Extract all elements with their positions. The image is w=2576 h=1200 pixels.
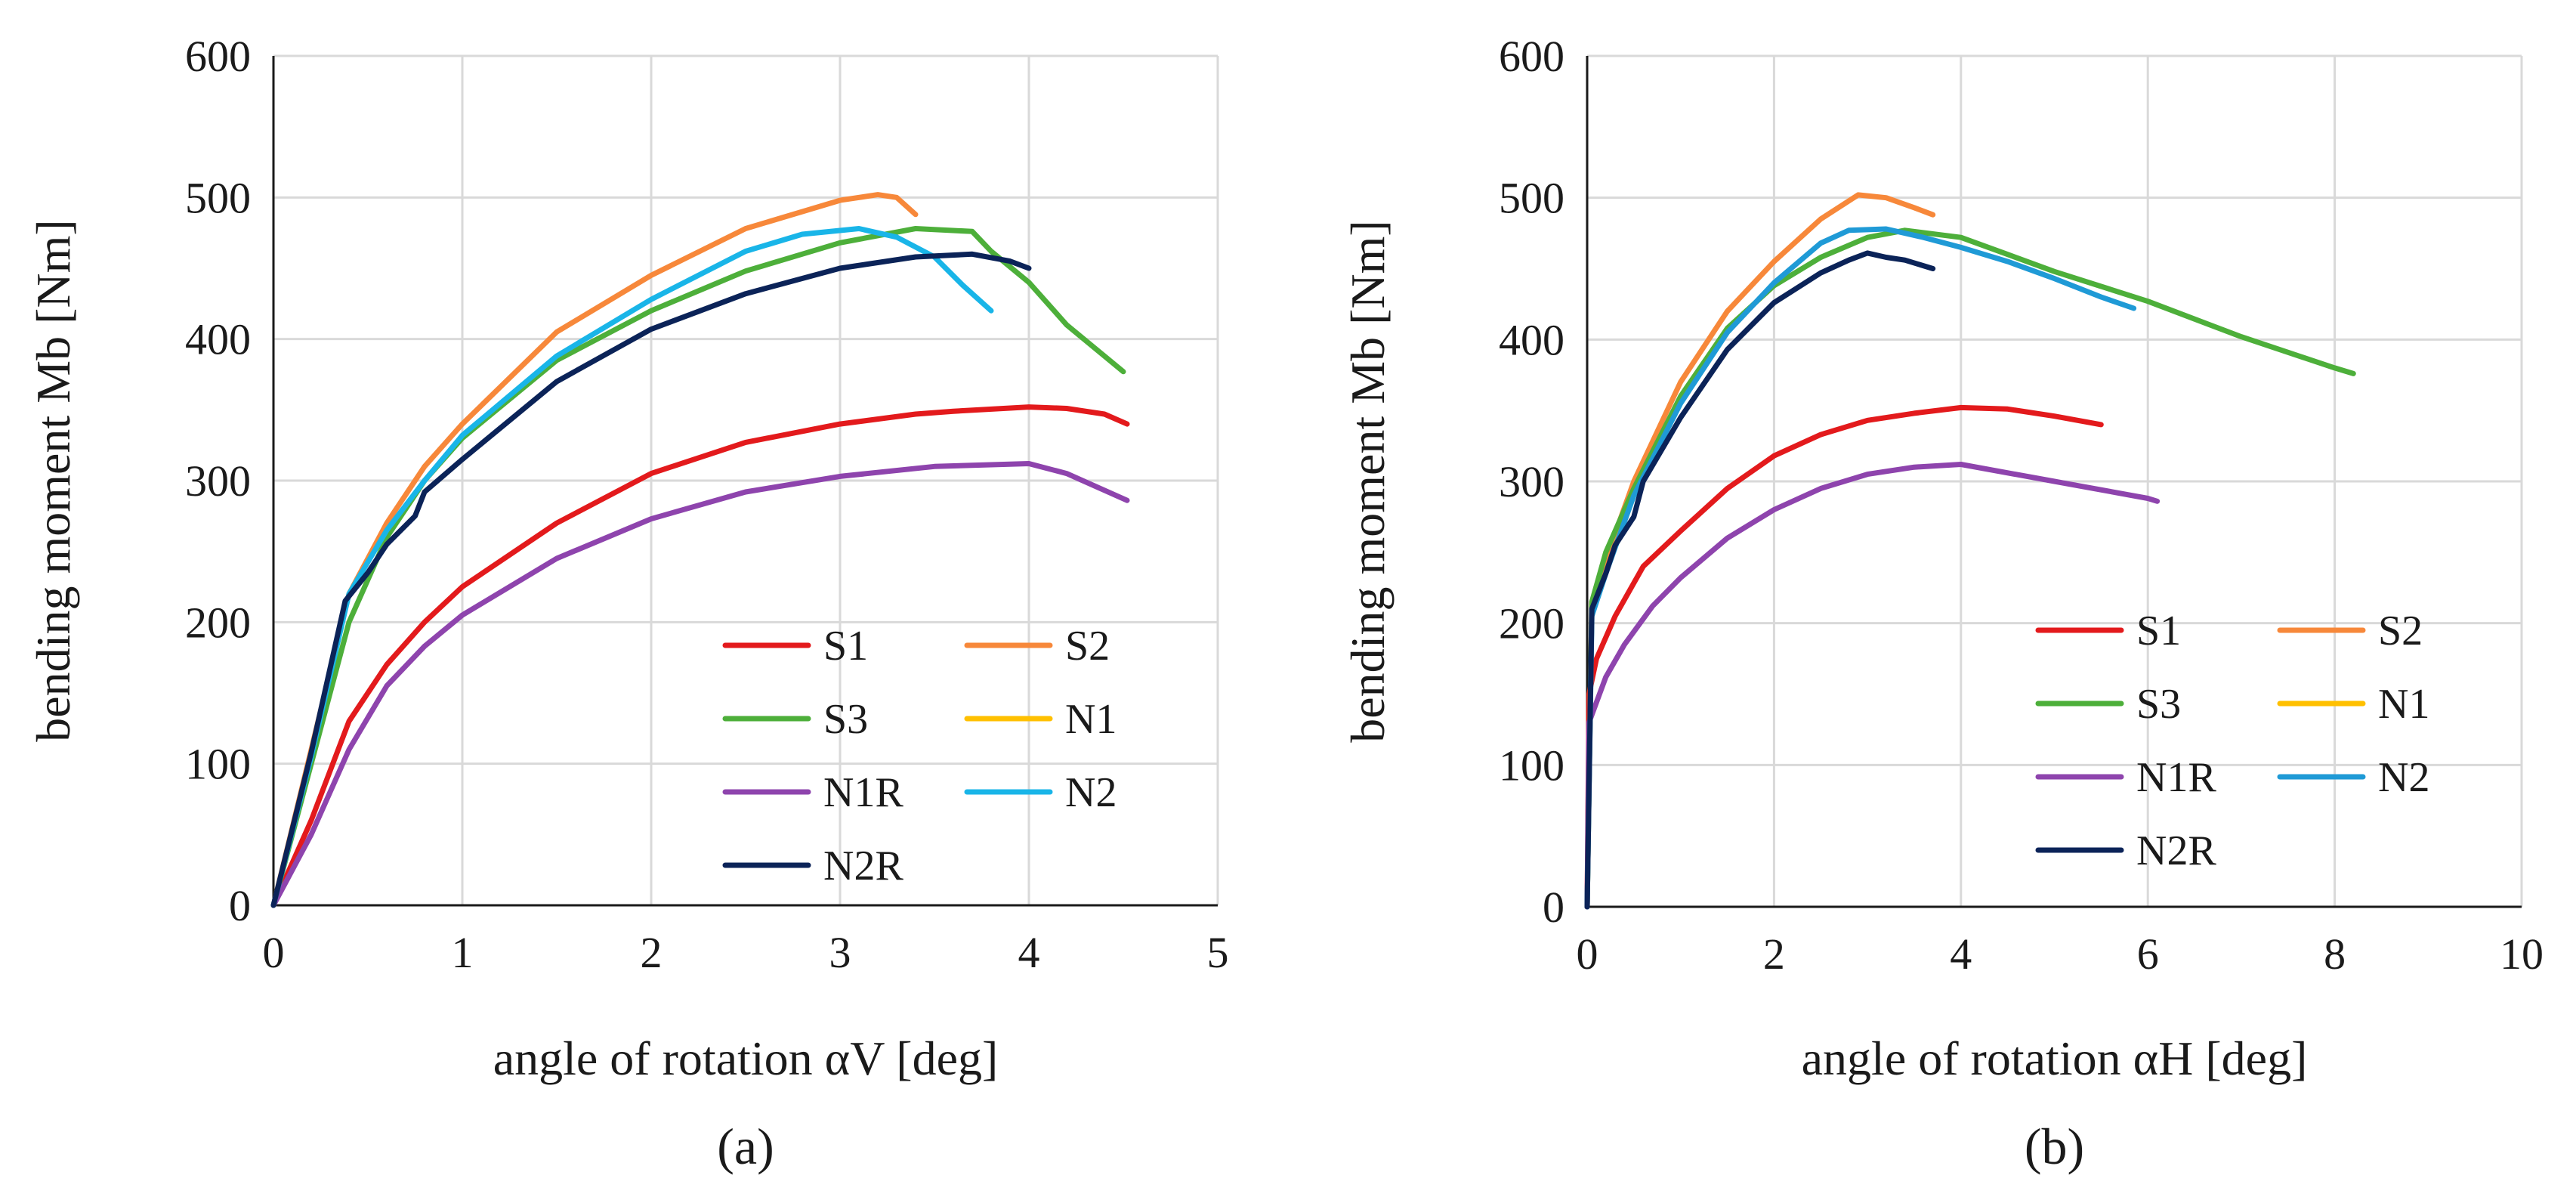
y-axis-title: bending moment Mb [Nm] [26,219,80,741]
legend-item-n2r: N2R [2035,827,2216,874]
legend: S1 S2 S3 N1 N1R N2 N2R [2035,608,2429,874]
x-tick-label: 4 [1018,928,1040,977]
series-line-n1r [270,461,1130,908]
series-line-s2 [270,192,919,908]
x-tick-label: 2 [641,928,663,977]
series-line-n2 [1584,226,2137,910]
y-axis-title: bending moment Mb [Nm] [1341,220,1395,742]
y-tick-label: 300 [185,456,251,506]
legend: S1 S2 S3 N1 N1R N2 N2R [722,623,1117,889]
x-tick-label: 0 [263,928,285,977]
y-tick-label: 200 [185,598,251,647]
chart-panel-a: 0 1 2 3 4 5 0 100 200 300 400 500 600 S1 S2 S3 N1 N1R N2 N2… [26,32,1229,1175]
series-line-n1r [1584,462,2161,910]
series-line-s3 [270,226,1126,908]
legend-label: N1 [2378,681,2429,728]
series-line-n2 [270,226,994,908]
legend-item-n2: N2 [2277,754,2429,801]
legend-label: N1R [2136,754,2216,801]
x-tick-label: 5 [1207,928,1229,977]
y-tick-label: 0 [229,881,251,930]
y-tick-label: 300 [1499,457,1564,506]
series-line-s3 [1584,227,2356,910]
legend-item-n2r: N2R [722,843,903,889]
x-tick-label: 2 [1763,929,1785,979]
y-tick-label: 500 [185,173,251,222]
legend-item-n1: N1 [2277,681,2429,728]
x-axis-title: angle of rotation αH [deg] [1802,1031,2308,1085]
legend-item-n1r: N1R [2035,754,2216,801]
x-tick-label: 3 [829,928,851,977]
y-tick-label: 0 [1543,883,1564,932]
series-line-s1 [1584,404,2104,910]
legend-item-n1r: N1R [722,769,903,816]
legend-label: N2 [2378,754,2429,801]
panel-label: (b) [2025,1118,2084,1175]
legend-label: N1R [823,769,903,816]
series-line-n2r [270,251,1032,908]
y-tick-label: 500 [1499,174,1564,223]
series-line-n2r [1584,250,1936,910]
x-tick-label: 8 [2324,929,2346,979]
x-tick-label: 1 [452,928,474,977]
y-tick-label: 200 [1499,599,1564,648]
legend-label: N1 [1065,696,1117,743]
y-tick-label: 400 [185,315,251,364]
legend-label: S1 [2136,608,2181,654]
legend-label: S2 [1065,623,1110,670]
legend-label: N2R [2136,827,2216,874]
legend-item-s3: S3 [722,696,868,743]
x-tick-label: 0 [1577,929,1598,979]
y-tick-label: 600 [1499,32,1564,81]
legend-item-s2: S2 [2277,608,2423,654]
x-tick-label: 10 [2500,929,2544,979]
y-tick-label: 100 [185,740,251,789]
legend-label: S2 [2378,608,2423,654]
y-tick-label: 100 [1499,741,1564,790]
legend-label: S3 [823,696,868,743]
legend-item-s3: S3 [2035,681,2181,728]
y-tick-label: 400 [1499,315,1564,364]
legend-item-n1: N1 [964,696,1117,743]
legend-label: S3 [2136,681,2181,728]
legend-label: S1 [823,623,868,670]
legend-label: N2R [823,843,903,889]
x-tick-label: 6 [2137,929,2159,979]
panel-label: (a) [717,1118,774,1175]
legend-item-s2: S2 [964,623,1110,670]
x-axis-title: angle of rotation αV [deg] [493,1031,999,1085]
legend-item-n2: N2 [964,769,1117,816]
x-tick-label: 4 [1950,929,1972,979]
legend-item-s1: S1 [722,623,868,670]
legend-label: N2 [1065,769,1117,816]
y-tick-label: 600 [185,32,251,81]
legend-item-s1: S1 [2035,608,2181,654]
series-line-s1 [270,404,1130,908]
